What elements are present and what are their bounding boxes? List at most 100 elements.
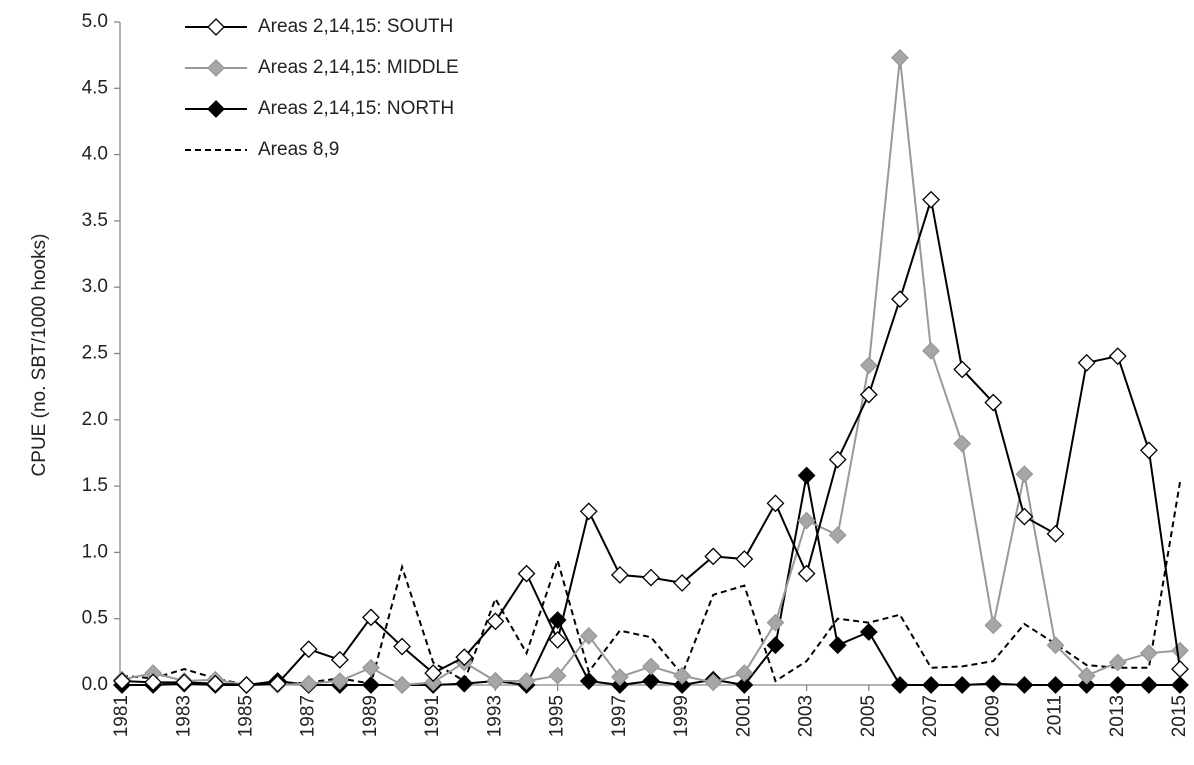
data-point — [1139, 644, 1158, 663]
y-tick-label: 3.5 — [82, 210, 108, 231]
data-point — [579, 672, 598, 690]
data-point — [1108, 653, 1127, 672]
data-point — [517, 672, 536, 690]
data-point — [548, 630, 567, 649]
data-point — [424, 673, 443, 692]
data-point — [891, 676, 909, 694]
data-point — [953, 434, 972, 453]
y-tick-label: 4.5 — [82, 77, 108, 98]
data-point — [113, 672, 131, 690]
data-point — [704, 547, 723, 566]
data-point — [486, 612, 505, 631]
x-tick-label: 1983 — [173, 695, 194, 737]
data-point — [984, 674, 1003, 693]
data-point — [610, 566, 629, 584]
data-point — [922, 341, 940, 360]
legend-marker — [207, 100, 225, 118]
data-point — [642, 568, 660, 587]
data-point — [797, 564, 816, 583]
data-point — [330, 650, 349, 669]
y-tick-label: 0.0 — [82, 674, 108, 695]
data-point — [455, 648, 474, 667]
data-point — [642, 672, 660, 690]
data-point — [1077, 676, 1096, 694]
y-tick-label: 2.5 — [82, 343, 108, 364]
x-tick-label: 1997 — [609, 695, 630, 737]
data-point — [673, 666, 692, 685]
data-point — [953, 360, 972, 379]
y-tick-label: 0.5 — [82, 608, 108, 629]
data-point — [144, 673, 163, 692]
x-tick-label: 2003 — [796, 695, 817, 737]
x-tick-label: 1987 — [298, 695, 319, 737]
data-point — [735, 550, 754, 568]
x-tick-label: 2001 — [733, 695, 754, 737]
data-point — [548, 666, 567, 685]
data-point — [828, 450, 847, 469]
data-point — [859, 385, 878, 404]
x-tick-label: 1989 — [360, 695, 381, 737]
x-tick-label: 2011 — [1045, 695, 1066, 736]
data-point — [393, 637, 411, 656]
y-tick-label: 4.0 — [82, 144, 108, 165]
data-point — [455, 674, 474, 693]
data-point — [859, 623, 878, 641]
data-point — [859, 356, 878, 375]
y-tick-label: 1.0 — [82, 541, 108, 562]
data-point — [1139, 441, 1158, 460]
data-point — [237, 676, 256, 694]
x-tick-label: 1981 — [111, 695, 132, 737]
data-point — [953, 676, 972, 694]
data-point — [268, 674, 287, 693]
data-point — [704, 673, 723, 692]
data-point — [1108, 347, 1127, 366]
y-tick-label: 1.5 — [82, 475, 108, 496]
data-point — [1139, 676, 1158, 694]
data-point — [1015, 507, 1034, 526]
data-point — [362, 658, 380, 677]
data-point — [735, 664, 754, 682]
legend-label: Areas 8,9 — [258, 139, 339, 160]
x-tick-label: 1995 — [547, 695, 568, 737]
data-point — [1077, 666, 1096, 685]
data-point — [828, 526, 847, 545]
data-point — [362, 608, 380, 627]
data-point — [735, 676, 754, 694]
data-point — [486, 672, 505, 690]
data-point — [922, 190, 940, 209]
data-point — [797, 466, 816, 485]
data-point — [393, 676, 411, 694]
data-point — [330, 672, 349, 690]
data-point — [984, 616, 1003, 635]
legend-marker — [207, 59, 225, 77]
data-point — [1015, 676, 1034, 694]
legend-label: Areas 2,14,15: NORTH — [258, 98, 454, 119]
legend-label: Areas 2,14,15: MIDDLE — [258, 57, 459, 78]
data-point — [642, 657, 660, 676]
data-point — [579, 502, 598, 521]
data-point — [766, 494, 785, 513]
data-point — [206, 674, 225, 693]
data-point — [579, 627, 598, 645]
legend-label: Areas 2,14,15: SOUTH — [258, 16, 453, 37]
data-point — [175, 673, 194, 692]
y-axis-label: CPUE (no. SBT/1000 hooks) — [29, 234, 50, 477]
data-point — [1046, 676, 1065, 694]
data-point — [424, 664, 443, 682]
y-tick-label: 3.0 — [82, 276, 108, 297]
x-tick-label: 1991 — [422, 695, 443, 737]
data-point — [984, 393, 1003, 412]
data-point — [922, 676, 940, 694]
data-point — [1108, 676, 1127, 694]
x-tick-label: 2013 — [1107, 695, 1128, 737]
data-point — [1077, 353, 1096, 372]
x-tick-label: 1985 — [235, 695, 256, 737]
x-tick-label: 2015 — [1169, 695, 1190, 737]
data-point — [797, 511, 816, 530]
data-point — [673, 676, 692, 694]
x-tick-label: 1993 — [484, 695, 505, 737]
data-point — [1171, 676, 1189, 694]
data-point — [610, 668, 629, 686]
